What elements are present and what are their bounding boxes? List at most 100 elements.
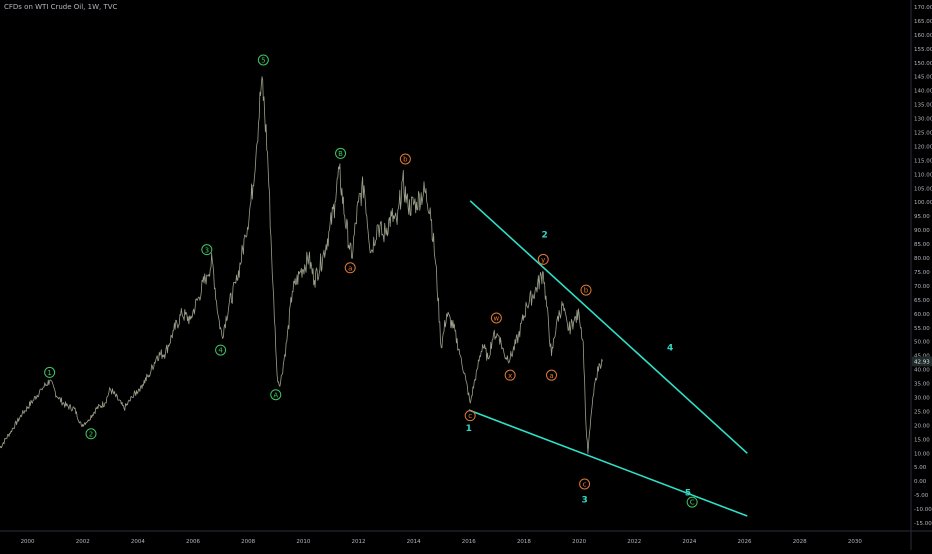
wave-label: 2 bbox=[541, 230, 547, 240]
wave-label-text: 1 bbox=[47, 369, 51, 377]
wave-label-text: y bbox=[541, 256, 545, 264]
price-tick-label: 65.00 bbox=[914, 298, 930, 304]
wave-label-text: c bbox=[583, 481, 587, 489]
wave-label-text: b bbox=[403, 156, 408, 164]
wave-label: 4 bbox=[215, 344, 227, 356]
wave-label: c bbox=[464, 410, 476, 422]
wave-label-text: c bbox=[468, 412, 472, 420]
price-tick-label: 80.00 bbox=[914, 256, 930, 262]
wave-label: b bbox=[580, 284, 592, 296]
wave-label-text: A bbox=[273, 391, 278, 399]
price-tick-label: 20.00 bbox=[914, 423, 930, 429]
price-tick-label: 85.00 bbox=[914, 242, 930, 248]
wave-label-text: 2 bbox=[89, 430, 93, 438]
wave-label: 1 bbox=[44, 366, 56, 378]
trendline-layer bbox=[468, 200, 748, 517]
wave-label-text: B bbox=[338, 150, 343, 158]
wave-label-circle bbox=[580, 284, 592, 296]
price-tick-label: 30.00 bbox=[914, 396, 930, 402]
price-tick-label: -10.00 bbox=[914, 507, 932, 513]
price-axis[interactable]: 170.00 165.00 160.00 155.00 150.00 145.00 140.… bbox=[910, 0, 932, 550]
price-tick-label: 50.00 bbox=[914, 340, 930, 346]
price-tick-label: 140.00 bbox=[914, 89, 932, 95]
wave-label-text: 2 bbox=[541, 230, 547, 240]
wave-label: x bbox=[504, 369, 516, 381]
wave-label: 5 bbox=[257, 54, 269, 66]
price-tick-label: 100.00 bbox=[914, 200, 932, 206]
wave-label-circle bbox=[257, 54, 269, 66]
price-tick-label: -5.00 bbox=[914, 493, 929, 499]
price-tick-label: 75.00 bbox=[914, 270, 930, 276]
wave-label-text: 3 bbox=[205, 246, 209, 254]
time-tick-label: 2020 bbox=[572, 539, 586, 545]
wave-label-circle bbox=[85, 428, 97, 440]
price-tick-label: -15.00 bbox=[914, 521, 932, 527]
time-tick-label: 2006 bbox=[186, 539, 200, 545]
wave-label-circle bbox=[344, 262, 356, 274]
wave-label: 4 bbox=[667, 343, 673, 353]
wave-label: 5 bbox=[685, 488, 691, 498]
price-tick-label: 90.00 bbox=[914, 228, 930, 234]
wave-label-layer: 1 2 3 4 5 A B Ca b c w x y a b c 1 2 3 4 5 bbox=[44, 54, 698, 508]
time-tick-label: 2024 bbox=[682, 539, 696, 545]
wave-label: 1 bbox=[466, 424, 472, 434]
price-tick-label: 5.00 bbox=[914, 465, 927, 471]
time-axis[interactable]: 2000 2002 2004 2006 2008 2010 2012 2014 2016 2018… bbox=[0, 530, 932, 545]
wave-label-circle bbox=[504, 369, 516, 381]
price-tick-label: 170.00 bbox=[914, 5, 932, 11]
time-tick-label: 2026 bbox=[738, 539, 752, 545]
wave-label-text: 4 bbox=[667, 343, 673, 353]
time-tick-label: 2014 bbox=[407, 539, 421, 545]
wave-label-circle bbox=[399, 153, 411, 165]
price-tick-label: 95.00 bbox=[914, 214, 930, 220]
price-layer bbox=[0, 76, 603, 454]
wave-label-text: 1 bbox=[466, 424, 472, 434]
time-tick-label: 2000 bbox=[21, 539, 35, 545]
trendline-1 bbox=[469, 200, 748, 454]
last-price-label: 42.93 bbox=[914, 359, 930, 365]
price-tick-label: 110.00 bbox=[914, 172, 932, 178]
time-tick-label: 2030 bbox=[848, 539, 862, 545]
wave-label-circle bbox=[490, 312, 502, 324]
price-tick-label: 15.00 bbox=[914, 437, 930, 443]
price-tick-label: 130.00 bbox=[914, 117, 932, 123]
wave-label-circle bbox=[201, 244, 213, 256]
wave-label: y bbox=[537, 253, 549, 265]
time-tick-label: 2008 bbox=[241, 539, 255, 545]
price-tick-label: 160.00 bbox=[914, 33, 932, 39]
wave-label-text: a bbox=[348, 264, 352, 272]
wave-label-circle bbox=[270, 389, 282, 401]
price-tick-label: 0.00 bbox=[914, 479, 927, 485]
price-tick-label: 120.00 bbox=[914, 144, 932, 150]
wave-label: A bbox=[270, 389, 282, 401]
wave-label-text: w bbox=[493, 315, 499, 323]
price-tick-label: 150.00 bbox=[914, 61, 932, 67]
wave-label-text: b bbox=[584, 287, 589, 295]
time-tick-label: 2028 bbox=[793, 539, 807, 545]
trendline-2 bbox=[468, 409, 748, 517]
price-tick-label: 105.00 bbox=[914, 186, 932, 192]
price-tick-label: 55.00 bbox=[914, 326, 930, 332]
wave-label-circle bbox=[537, 253, 549, 265]
price-tick-label: 25.00 bbox=[914, 409, 930, 415]
time-tick-label: 2010 bbox=[296, 539, 310, 545]
time-tick-label: 2004 bbox=[131, 539, 145, 545]
time-tick-label: 2016 bbox=[462, 539, 476, 545]
wave-label-circle bbox=[464, 410, 476, 422]
price-tick-label: 40.00 bbox=[914, 368, 930, 374]
wave-label-circle bbox=[44, 366, 56, 378]
price-tick-label: 125.00 bbox=[914, 131, 932, 137]
wave-label: b bbox=[399, 153, 411, 165]
time-tick-label: 2002 bbox=[76, 539, 90, 545]
wave-label: w bbox=[490, 312, 502, 324]
wave-label-text: x bbox=[508, 372, 512, 380]
wave-label-circle bbox=[579, 478, 591, 490]
time-tick-label: 2018 bbox=[517, 539, 531, 545]
wave-label-text: C bbox=[690, 499, 695, 507]
wave-label-text: a bbox=[549, 372, 553, 380]
last-price-badge bbox=[912, 356, 932, 367]
price-tick-label: 10.00 bbox=[914, 451, 930, 457]
wave-label-circle bbox=[215, 344, 227, 356]
